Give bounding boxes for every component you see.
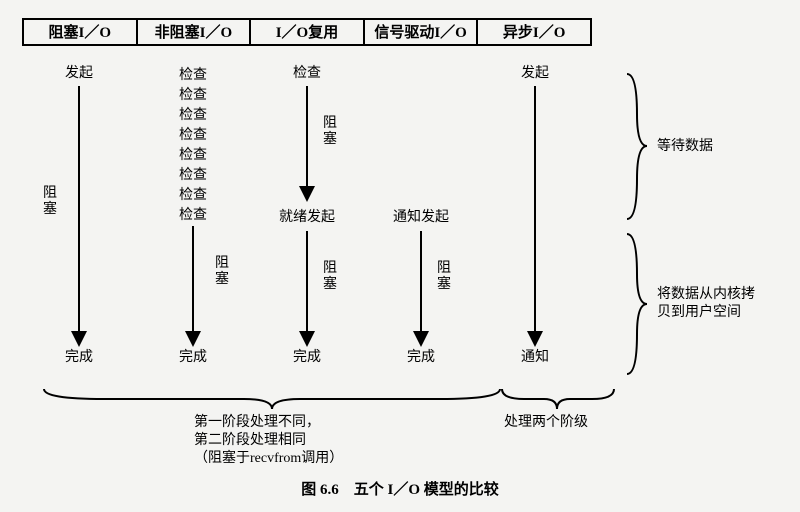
bcl-1: 第二阶段处理相同 (194, 433, 306, 448)
right-label-wait: 等待数据 (657, 138, 713, 156)
col1-bottom: 完成 (65, 346, 93, 366)
right-label-copy-l2: 贝到用户空间 (657, 305, 741, 320)
col-multiplex: 检查 阻塞 就绪发起 阻塞 完成 (250, 46, 364, 366)
header-row: 阻塞I／O 非阻塞I／O I／O复用 信号驱动I／O 异步I／O (22, 18, 592, 46)
io-models-diagram: 阻塞I／O 非阻塞I／O I／O复用 信号驱动I／O 异步I／O 发起 阻塞 完… (22, 18, 778, 366)
col2-arrow (136, 46, 250, 366)
col5-arrow (478, 46, 592, 366)
col2-bottom: 完成 (179, 346, 207, 366)
col-nonblocking: 检查 检查 检查 检查 检查 检查 检查 检查 阻塞 完成 (136, 46, 250, 366)
header-signal: 信号驱动I／O (365, 20, 479, 44)
body-row: 发起 阻塞 完成 检查 检查 检查 检查 检查 检查 检查 检查 (22, 46, 592, 366)
bottom-caption-right: 处理两个阶级 (504, 414, 588, 432)
header-async: 异步I／O (478, 20, 590, 44)
col-signal: 通知发起 阻塞 完成 (364, 46, 478, 366)
table: 阻塞I／O 非阻塞I／O I／O复用 信号驱动I／O 异步I／O 发起 阻塞 完… (22, 18, 592, 366)
header-nonblocking: 非阻塞I／O (138, 20, 252, 44)
figure-title: 图 6.6 五个 I／O 模型的比较 (0, 478, 800, 499)
col-blocking: 发起 阻塞 完成 (22, 46, 136, 366)
bottom-caption-left: 第一阶段处理不同， 第二阶段处理相同 （阻塞于recvfrom调用） (194, 414, 343, 468)
col3-side2: 阻塞 (322, 261, 338, 293)
right-annotations: 等待数据 将数据从内核拷 贝到用户空间 (622, 64, 800, 384)
col3-bottom: 完成 (293, 346, 321, 366)
header-multiplex: I／O复用 (251, 20, 365, 44)
header-blocking: 阻塞I／O (24, 20, 138, 44)
col1-side: 阻塞 (42, 186, 58, 218)
col1-arrow (22, 46, 136, 366)
right-braces-svg (622, 64, 662, 384)
bcl-2: （阻塞于recvfrom调用） (194, 451, 343, 466)
bottom-braces: 第一阶段处理不同， 第二阶段处理相同 （阻塞于recvfrom调用） 处理两个阶… (44, 384, 614, 424)
right-label-copy: 将数据从内核拷 贝到用户空间 (657, 286, 755, 322)
col3-side1: 阻塞 (322, 116, 338, 148)
col5-bottom: 通知 (521, 346, 549, 366)
col3-mid: 就绪发起 (279, 206, 335, 226)
col4-bottom: 完成 (407, 346, 435, 366)
right-label-copy-l1: 将数据从内核拷 (657, 287, 755, 302)
col4-arrow (364, 46, 478, 366)
col4-side: 阻塞 (436, 261, 452, 293)
bcl-0: 第一阶段处理不同， (194, 415, 320, 430)
col2-side: 阻塞 (214, 256, 230, 288)
col-async: 发起 通知 (478, 46, 592, 366)
